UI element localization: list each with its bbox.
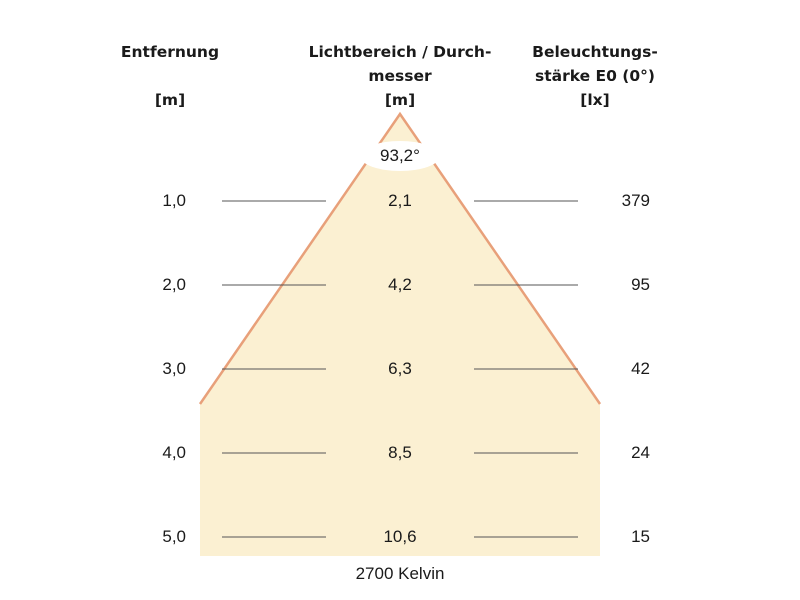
diameter-value-5: 10,6 bbox=[383, 527, 417, 546]
header-diameter: Lichtbereich / Durch- messer [m] bbox=[290, 40, 510, 112]
illuminance-value-3: 42 bbox=[631, 359, 650, 378]
header-distance-unit: [m] bbox=[154, 91, 186, 109]
illuminance-value-1: 379 bbox=[621, 191, 650, 210]
diameter-value-4: 8,5 bbox=[388, 443, 412, 462]
distance-value-4: 4,0 bbox=[162, 443, 186, 462]
distance-value-3: 3,0 bbox=[162, 359, 186, 378]
header-illuminance-line-2: stärke E0 (0°) bbox=[534, 67, 655, 85]
light-cone-edge bbox=[198, 111, 602, 405]
header-diameter-line-1: Lichtbereich / Durch- bbox=[308, 43, 492, 61]
diameter-value-3: 6,3 bbox=[388, 359, 412, 378]
illuminance-value-2: 95 bbox=[631, 275, 650, 294]
distance-value-2: 2,0 bbox=[162, 275, 186, 294]
diameter-value-1: 2,1 bbox=[388, 191, 412, 210]
beam-angle-label: 93,2° bbox=[380, 146, 420, 165]
beam-angle-label-background bbox=[360, 141, 440, 171]
illuminance-value-5: 15 bbox=[631, 527, 650, 546]
diameter-value-2: 4,2 bbox=[388, 275, 412, 294]
color-temperature-label: 2700 Kelvin bbox=[355, 564, 445, 583]
row-rule-lines bbox=[222, 200, 578, 538]
header-distance: Entfernung [m] bbox=[100, 40, 240, 112]
light-cone-fill bbox=[200, 114, 600, 556]
distance-value-1: 1,0 bbox=[162, 191, 186, 210]
illuminance-value-4: 24 bbox=[631, 443, 650, 462]
header-illuminance: Beleuchtungs- stärke E0 (0°) [lx] bbox=[510, 40, 680, 112]
header-diameter-line-2: messer bbox=[368, 67, 432, 85]
header-diameter-unit: [m] bbox=[384, 91, 416, 109]
header-distance-line-1: Entfernung bbox=[120, 43, 220, 61]
distance-value-5: 5,0 bbox=[162, 527, 186, 546]
header-illuminance-unit: [lx] bbox=[580, 91, 610, 109]
header-illuminance-line-1: Beleuchtungs- bbox=[532, 43, 658, 61]
